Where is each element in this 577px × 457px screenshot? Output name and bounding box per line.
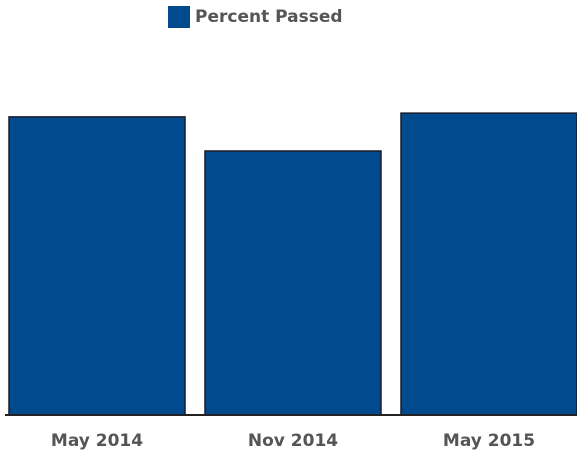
bar [8,116,186,416]
legend-swatch [168,6,190,28]
x-tick-label: May 2015 [443,431,535,451]
bar [400,112,577,416]
x-tick-label: Nov 2014 [248,431,338,451]
legend-label: Percent Passed [195,7,343,27]
bar [204,150,382,416]
x-tick-label: May 2014 [51,431,143,451]
